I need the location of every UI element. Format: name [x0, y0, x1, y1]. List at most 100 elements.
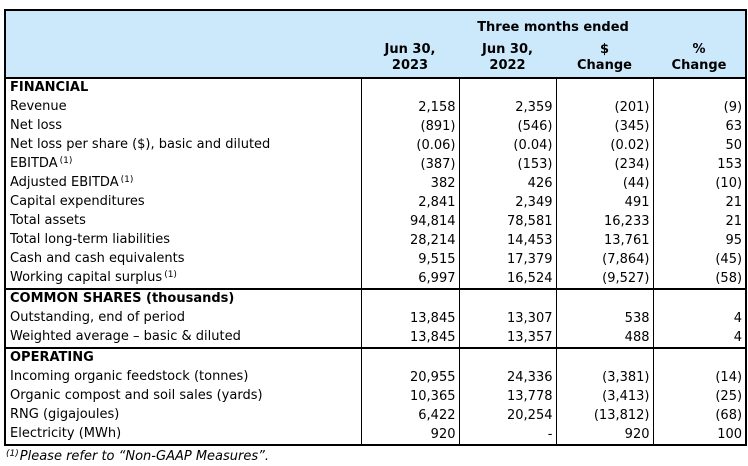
header-spacer-cell — [5, 40, 361, 79]
cell-value: 14,453 — [458, 231, 556, 250]
cell-value: (14) — [652, 368, 747, 387]
row-label: Weighted average – basic & diluted — [5, 328, 361, 348]
cell-value — [555, 78, 653, 98]
period-group-header: Three months ended — [477, 19, 629, 35]
footnote: (1)Please refer to “Non-GAAP Measures”. — [6, 449, 748, 466]
row-label: Total long-term liabilities — [5, 231, 361, 250]
cell-value: 491 — [555, 193, 653, 212]
table-row: Weighted average – basic & diluted 13,84… — [5, 328, 747, 348]
cell-value: (68) — [652, 406, 747, 425]
cell-value — [360, 78, 459, 98]
cell-value: 28,214 — [360, 231, 459, 250]
table-row: Capital expenditures 2,841 2,349 491 21 — [5, 193, 747, 212]
cell-value: (10) — [652, 174, 747, 193]
column-header-line1: Jun 30, — [482, 42, 533, 57]
column-header-line2: 2022 — [489, 58, 526, 73]
column-header-percent-change: % Change — [653, 40, 747, 79]
table-row: Adjusted EBITDA (1) 382 426 (44) (10) — [5, 174, 747, 193]
row-label-text: Outstanding, end of period — [10, 310, 185, 325]
table-row: Working capital surplus (1) 6,997 16,524 … — [5, 269, 747, 289]
cell-value: (201) — [555, 98, 653, 117]
cell-value: 538 — [555, 309, 653, 328]
cell-value: 2,349 — [458, 193, 556, 212]
cell-value: 10,365 — [360, 387, 459, 406]
cell-value: 20,955 — [360, 368, 459, 387]
table-row: COMMON SHARES (thousands) — [5, 288, 747, 309]
row-label: Revenue — [5, 98, 361, 117]
cell-value: 2,359 — [458, 98, 556, 117]
table-row: Net loss (891) (546) (345) 63 — [5, 117, 747, 136]
cell-value: 4 — [652, 328, 747, 348]
row-label-text: COMMON SHARES (thousands) — [10, 291, 235, 306]
table-row: Organic compost and soil sales (yards) 1… — [5, 387, 747, 406]
table-row: Outstanding, end of period 13,845 13,307… — [5, 309, 747, 328]
row-label: Electricity (MWh) — [5, 425, 361, 445]
cell-value: (9) — [652, 98, 747, 117]
row-label-text: Cash and cash equivalents — [10, 251, 185, 266]
cell-value — [458, 78, 556, 98]
table-body: FINANCIAL Revenue 2,158 2,359 (201) (9) … — [5, 78, 747, 445]
cell-value: (13,812) — [555, 406, 653, 425]
cell-value: (153) — [458, 155, 556, 174]
cell-value: 13,357 — [458, 328, 556, 348]
cell-value — [360, 288, 459, 309]
row-label-text: Electricity (MWh) — [10, 426, 122, 441]
cell-value: (891) — [360, 117, 459, 136]
footnote-marker: (1) — [6, 449, 19, 459]
footnote-text: Please refer to “Non-GAAP Measures”. — [19, 449, 269, 464]
cell-value: 95 — [652, 231, 747, 250]
cell-value: 94,814 — [360, 212, 459, 231]
table-row: Cash and cash equivalents 9,515 17,379 (… — [5, 250, 747, 269]
column-header-dollar-change: $ Change — [556, 40, 653, 79]
row-label: RNG (gigajoules) — [5, 406, 361, 425]
cell-value: (25) — [652, 387, 747, 406]
cell-value: 426 — [458, 174, 556, 193]
financial-summary-table: Three months ended Jun 30, 2023 Jun 30, … — [4, 9, 748, 446]
cell-value: 13,845 — [360, 309, 459, 328]
cell-value: 50 — [652, 136, 747, 155]
row-label-text: RNG (gigajoules) — [10, 407, 120, 422]
row-label: Working capital surplus (1) — [5, 269, 361, 289]
cell-value: 2,158 — [360, 98, 459, 117]
cell-value — [652, 347, 747, 368]
cell-value: - — [458, 425, 556, 445]
cell-value: 20,254 — [458, 406, 556, 425]
row-label-text: Total long-term liabilities — [10, 232, 171, 247]
cell-value: (58) — [652, 269, 747, 289]
cell-value: 16,524 — [458, 269, 556, 289]
row-label: Outstanding, end of period — [5, 309, 361, 328]
cell-value: (345) — [555, 117, 653, 136]
cell-value: 2,841 — [360, 193, 459, 212]
cell-value — [652, 288, 747, 309]
row-label: EBITDA (1) — [5, 155, 361, 174]
cell-value: 17,379 — [458, 250, 556, 269]
cell-value: 13,845 — [360, 328, 459, 348]
cell-value — [458, 347, 556, 368]
cell-value — [360, 347, 459, 368]
row-label-text: Revenue — [10, 99, 67, 114]
cell-value: 6,997 — [360, 269, 459, 289]
cell-value: (44) — [555, 174, 653, 193]
cell-value: 920 — [555, 425, 653, 445]
column-header-row: Jun 30, 2023 Jun 30, 2022 $ Change % Cha… — [5, 40, 747, 79]
column-header-line1: % — [692, 42, 706, 57]
cell-value: 13,778 — [458, 387, 556, 406]
cell-value: 24,336 — [458, 368, 556, 387]
cell-value: (0.04) — [458, 136, 556, 155]
row-label-text: EBITDA — [10, 156, 58, 171]
cell-value: 153 — [652, 155, 747, 174]
row-label: Capital expenditures — [5, 193, 361, 212]
cell-value: (3,413) — [555, 387, 653, 406]
column-header-line1: Jun 30, — [384, 42, 436, 57]
cell-value: 13,307 — [458, 309, 556, 328]
row-label-text: Organic compost and soil sales (yards) — [10, 388, 263, 403]
table-row: OPERATING — [5, 347, 747, 368]
cell-value: 16,233 — [555, 212, 653, 231]
table-row: Total long-term liabilities 28,214 14,45… — [5, 231, 747, 250]
row-label: COMMON SHARES (thousands) — [5, 288, 361, 309]
cell-value: 63 — [652, 117, 747, 136]
row-label: FINANCIAL — [5, 78, 361, 98]
row-label-sup: (1) — [59, 156, 73, 166]
cell-value: 100 — [652, 425, 747, 445]
cell-value: (234) — [555, 155, 653, 174]
